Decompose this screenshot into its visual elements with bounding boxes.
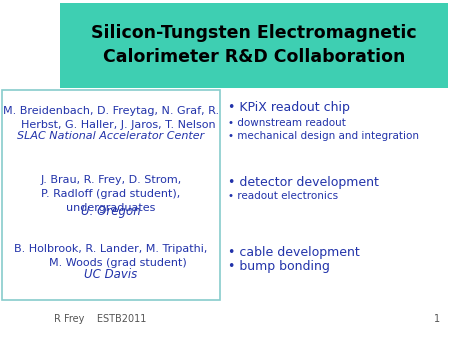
Text: • cable development: • cable development xyxy=(228,246,360,259)
Text: • bump bonding: • bump bonding xyxy=(228,260,330,273)
FancyBboxPatch shape xyxy=(60,3,448,88)
Text: • readout electronics: • readout electronics xyxy=(228,191,338,201)
FancyBboxPatch shape xyxy=(2,90,220,300)
Text: • mechanical design and integration: • mechanical design and integration xyxy=(228,131,419,141)
Text: M. Breidenbach, D. Freytag, N. Graf, R.
    Herbst, G. Haller, J. Jaros, T. Nels: M. Breidenbach, D. Freytag, N. Graf, R. … xyxy=(3,106,219,130)
Text: B. Holbrook, R. Lander, M. Tripathi,
    M. Woods (grad student): B. Holbrook, R. Lander, M. Tripathi, M. … xyxy=(14,244,208,268)
Text: J. Brau, R. Frey, D. Strom,
P. Radloff (grad student),
undergraduates: J. Brau, R. Frey, D. Strom, P. Radloff (… xyxy=(40,175,182,213)
Text: • KPiX readout chip: • KPiX readout chip xyxy=(228,101,350,114)
Text: Silicon-Tungsten Electromagnetic
Calorimeter R&D Collaboration: Silicon-Tungsten Electromagnetic Calorim… xyxy=(91,24,417,66)
Text: • downstream readout: • downstream readout xyxy=(228,118,346,128)
Text: U. Oregon: U. Oregon xyxy=(81,205,141,218)
Text: R Frey    ESTB2011: R Frey ESTB2011 xyxy=(54,314,146,324)
Text: UC Davis: UC Davis xyxy=(85,268,138,281)
Text: 1: 1 xyxy=(434,314,440,324)
Text: SLAC National Accelerator Center: SLAC National Accelerator Center xyxy=(18,131,205,141)
Text: • detector development: • detector development xyxy=(228,176,379,189)
